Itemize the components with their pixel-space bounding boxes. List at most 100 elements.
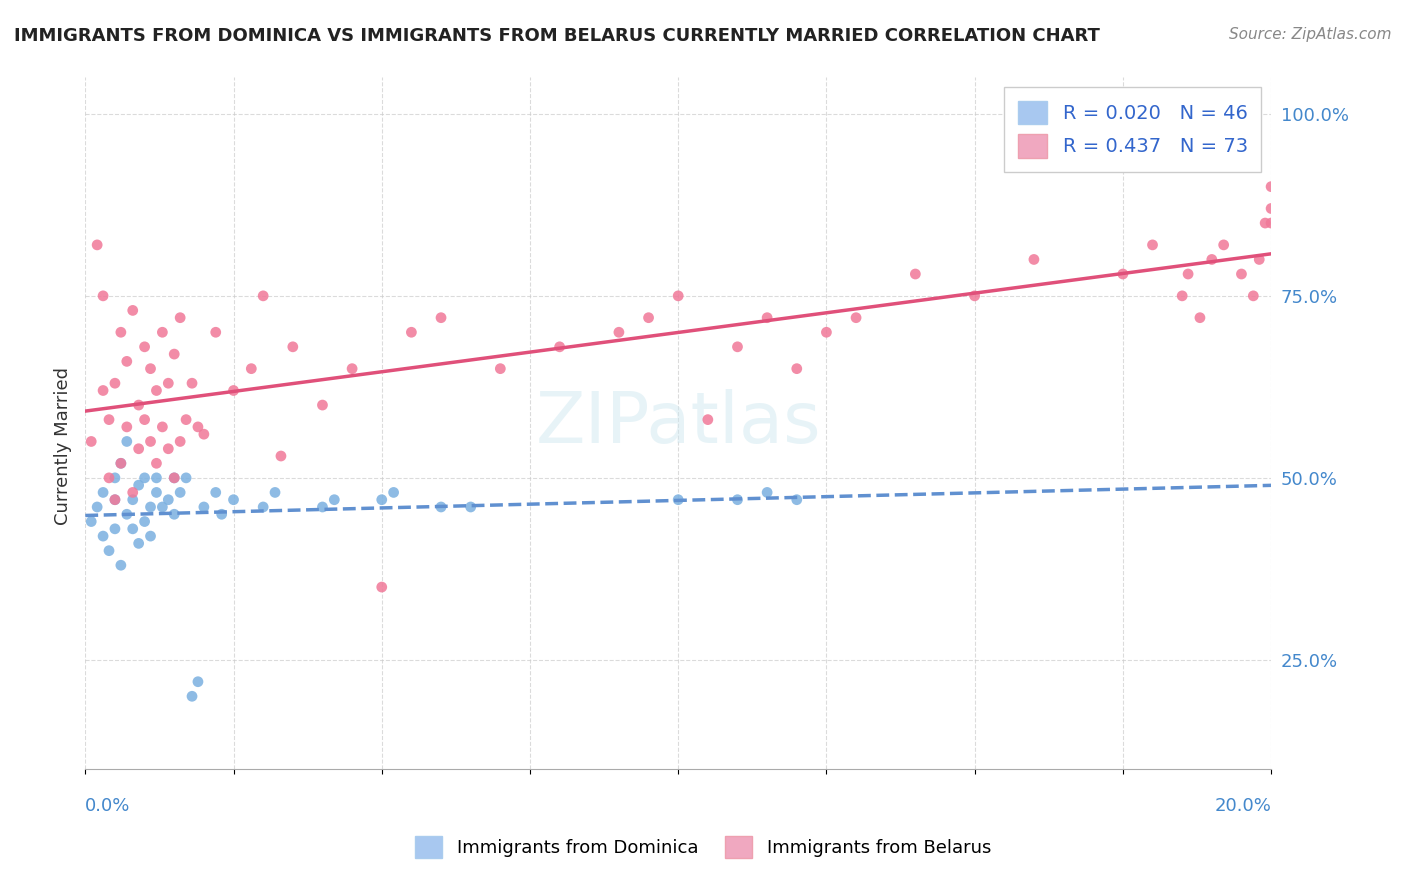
Point xyxy=(98,412,121,426)
Point xyxy=(311,500,333,514)
Point xyxy=(1230,267,1253,281)
Point xyxy=(157,376,180,391)
Point xyxy=(1177,267,1199,281)
Point xyxy=(222,384,245,398)
Point xyxy=(252,500,274,514)
Text: ZIPatlas: ZIPatlas xyxy=(536,389,821,458)
Point xyxy=(163,471,186,485)
Point xyxy=(1201,252,1223,267)
Point xyxy=(430,310,453,325)
Point xyxy=(786,492,808,507)
Point xyxy=(727,340,749,354)
Text: Source: ZipAtlas.com: Source: ZipAtlas.com xyxy=(1229,27,1392,42)
Point xyxy=(110,456,132,470)
Point xyxy=(86,500,108,514)
Point xyxy=(1171,289,1194,303)
Point xyxy=(815,325,838,339)
Point xyxy=(121,303,143,318)
Text: 0.0%: 0.0% xyxy=(86,797,131,814)
Point xyxy=(115,434,138,449)
Point xyxy=(430,500,453,514)
Point xyxy=(204,325,226,339)
Point xyxy=(104,492,127,507)
Point xyxy=(150,325,173,339)
Point xyxy=(489,361,512,376)
Point xyxy=(169,310,191,325)
Point xyxy=(121,492,143,507)
Point xyxy=(211,508,233,522)
Point xyxy=(134,515,156,529)
Point xyxy=(340,361,363,376)
Legend: Immigrants from Dominica, Immigrants from Belarus: Immigrants from Dominica, Immigrants fro… xyxy=(408,829,998,865)
Point xyxy=(311,398,333,412)
Point xyxy=(1260,216,1282,230)
Point xyxy=(163,508,186,522)
Point xyxy=(204,485,226,500)
Point xyxy=(128,478,150,492)
Point xyxy=(786,361,808,376)
Legend: R = 0.020   N = 46, R = 0.437   N = 73: R = 0.020 N = 46, R = 0.437 N = 73 xyxy=(1004,87,1261,171)
Point xyxy=(110,456,132,470)
Point xyxy=(1249,252,1271,267)
Point xyxy=(696,412,718,426)
Point xyxy=(128,536,150,550)
Point xyxy=(91,384,114,398)
Point xyxy=(91,289,114,303)
Point xyxy=(1212,238,1234,252)
Point xyxy=(845,310,868,325)
Point xyxy=(80,434,103,449)
Point xyxy=(145,456,167,470)
Point xyxy=(110,558,132,573)
Point xyxy=(128,398,150,412)
Point xyxy=(157,442,180,456)
Text: Currently Married: Currently Married xyxy=(55,367,72,525)
Point xyxy=(963,289,986,303)
Point xyxy=(91,485,114,500)
Point xyxy=(145,471,167,485)
Point xyxy=(181,376,204,391)
Point xyxy=(98,543,121,558)
Point xyxy=(80,515,103,529)
Point xyxy=(264,485,287,500)
Point xyxy=(115,420,138,434)
Point xyxy=(1260,179,1282,194)
Point xyxy=(169,434,191,449)
Point xyxy=(1188,310,1211,325)
Point xyxy=(150,420,173,434)
Point xyxy=(110,325,132,339)
Point xyxy=(139,434,162,449)
Point xyxy=(1142,238,1164,252)
Point xyxy=(1022,252,1045,267)
Point xyxy=(222,492,245,507)
Point xyxy=(401,325,423,339)
Point xyxy=(104,376,127,391)
Point xyxy=(666,492,689,507)
Point xyxy=(181,690,204,704)
Point xyxy=(104,522,127,536)
Point xyxy=(139,361,162,376)
Point xyxy=(104,492,127,507)
Point xyxy=(174,471,197,485)
Point xyxy=(139,500,162,514)
Point xyxy=(139,529,162,543)
Point xyxy=(270,449,292,463)
Point xyxy=(91,529,114,543)
Point xyxy=(86,238,108,252)
Point xyxy=(240,361,263,376)
Point xyxy=(1254,216,1277,230)
Point xyxy=(134,340,156,354)
Point xyxy=(460,500,482,514)
Point xyxy=(121,485,143,500)
Point xyxy=(371,580,394,594)
Point xyxy=(134,471,156,485)
Point xyxy=(145,485,167,500)
Point xyxy=(607,325,630,339)
Point xyxy=(157,492,180,507)
Point xyxy=(187,420,209,434)
Point xyxy=(756,485,779,500)
Point xyxy=(1260,202,1282,216)
Point xyxy=(1241,289,1264,303)
Point xyxy=(98,471,121,485)
Point xyxy=(756,310,779,325)
Point xyxy=(548,340,571,354)
